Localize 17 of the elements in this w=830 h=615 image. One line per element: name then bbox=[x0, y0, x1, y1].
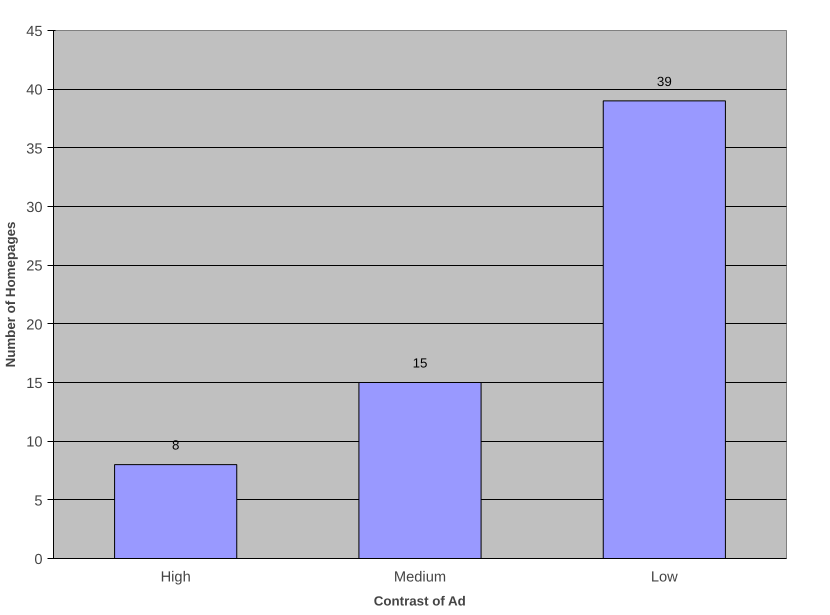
data-label: 15 bbox=[412, 356, 428, 370]
x-tick-label: High bbox=[160, 570, 191, 586]
y-tick-label: 25 bbox=[26, 258, 43, 275]
x-tick-label: Low bbox=[650, 570, 678, 586]
y-tick-label: 40 bbox=[26, 82, 43, 99]
y-tick-label: 30 bbox=[26, 200, 43, 216]
y-tick-label: 0 bbox=[34, 552, 43, 568]
x-tick-label: Medium bbox=[394, 570, 446, 586]
y-tick-label: 45 bbox=[26, 24, 43, 40]
y-tick-label: 35 bbox=[26, 141, 43, 158]
y-tick-label: 5 bbox=[34, 493, 43, 510]
x-axis-title: Contrast of Ad bbox=[374, 594, 466, 608]
y-tick-label: 10 bbox=[26, 434, 43, 451]
data-label: 39 bbox=[656, 74, 672, 89]
y-tick-label: 15 bbox=[26, 376, 43, 392]
y-tick-label: 20 bbox=[26, 317, 43, 334]
y-axis-title: Number of Homepages bbox=[3, 222, 18, 368]
